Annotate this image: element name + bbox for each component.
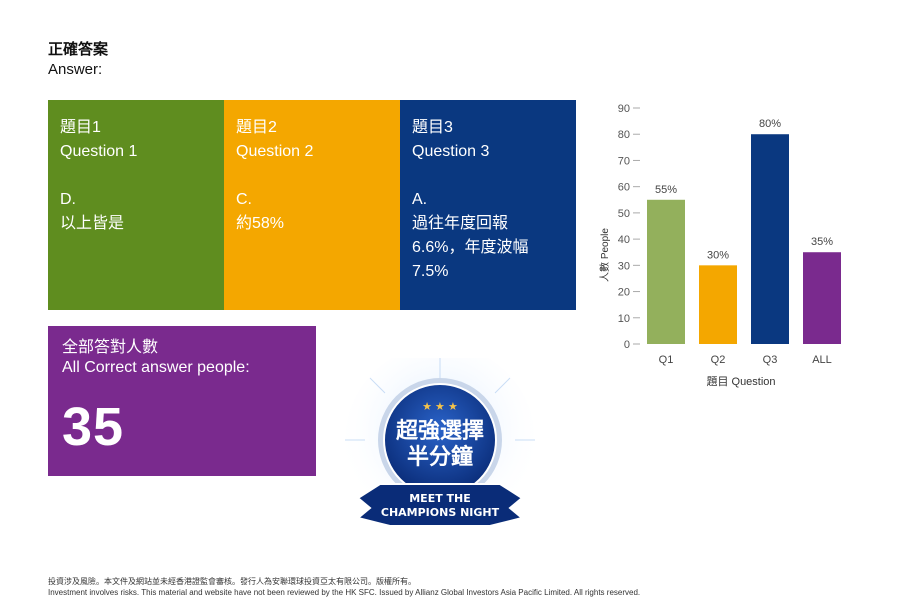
all-correct-label-zh: 全部答對人數 (62, 339, 159, 356)
question-2-answer-letter: C. (236, 191, 252, 208)
y-tick-label: 80 (618, 129, 630, 141)
y-tick-label: 90 (618, 103, 630, 115)
question-3-title-en: Question 3 (412, 143, 490, 160)
heading-zh: 正確答案 (48, 41, 109, 58)
answer-heading: 正確答案 Answer: (48, 40, 108, 80)
badge-ribbon-line-1: MEET THE (409, 492, 471, 505)
chart-y-axis: 0 10 20 30 40 50 60 70 80 90 (618, 103, 640, 351)
footer-en: Investment involves risks. This material… (48, 588, 641, 597)
question-2-card: 題目2 Question 2 C. 約58% (224, 100, 400, 310)
question-1-card: 題目1 Question 1 D. 以上皆是 (48, 100, 224, 310)
champions-night-badge: ★ ★ ★ 超強選擇 半分鐘 MEET THE CHAMPIONS NIGHT (345, 358, 535, 535)
x-tick-label: Q1 (659, 354, 674, 366)
bar-q1 (647, 199, 685, 344)
question-2-title-en: Question 2 (236, 143, 314, 160)
badge-ribbon (355, 483, 525, 527)
y-tick-label: 10 (618, 313, 630, 325)
chart-x-axis-label: 題目 Question (706, 375, 775, 388)
chart-y-axis-label: 人數 People (598, 228, 611, 282)
question-1-answer-text: 以上皆是 (60, 215, 125, 232)
y-tick-label: 50 (618, 208, 630, 220)
badge-ribbon-line-2: CHAMPIONS NIGHT (381, 506, 500, 519)
badge-stars-icon: ★ ★ ★ (422, 401, 458, 413)
chart-bars: 55% Q1 30% Q2 80% Q3 35% ALL (647, 118, 841, 366)
y-tick-label: 40 (618, 234, 630, 246)
badge-title-1: 超強選擇 (396, 418, 484, 444)
x-tick-label: Q3 (763, 354, 778, 366)
y-tick-label: 0 (624, 339, 630, 351)
question-2-title-zh: 題目2 (236, 119, 277, 136)
x-tick-label: ALL (812, 354, 832, 366)
bar-data-label: 80% (759, 118, 781, 130)
question-3-card: 題目3 Question 3 A. 過往年度回報 6.6%，年度波幅7.5% (400, 100, 576, 310)
y-tick-label: 70 (618, 155, 630, 167)
bar-q2 (699, 265, 737, 344)
question-2-answer-text: 約58% (236, 215, 285, 232)
heading-en: Answer: (48, 61, 103, 78)
footer-zh: 投資涉及風險。本文件及網站並未經香港證監會審核。發行人為安聯環球投資亞太有限公司… (48, 577, 416, 586)
badge-title-2: 半分鐘 (407, 444, 473, 470)
x-tick-label: Q2 (711, 354, 726, 366)
all-correct-card: 全部答對人數 All Correct answer people: 35 (48, 326, 316, 476)
y-tick-label: 60 (618, 182, 630, 194)
question-1-answer-letter: D. (60, 191, 76, 208)
question-3-answer-text-2: 6.6%，年度波幅7.5% (412, 239, 529, 280)
badge-rays (345, 358, 535, 441)
question-3-answer-text-1: 過往年度回報 (412, 215, 509, 232)
y-tick-label: 30 (618, 260, 630, 272)
bar-data-label: 30% (707, 249, 729, 261)
bar-all (803, 252, 841, 344)
all-correct-count: 35 (62, 397, 125, 457)
bar-data-label: 55% (655, 184, 677, 196)
question-1-title-zh: 題目1 (60, 119, 101, 136)
footer-disclaimer: 投資涉及風險。本文件及網站並未經香港證監會審核。發行人為安聯環球投資亞太有限公司… (48, 576, 640, 598)
question-1-title-en: Question 1 (60, 143, 138, 160)
results-bar-chart: 人數 People 題目 Question 0 10 20 30 40 50 60 70 80 9… (598, 103, 841, 388)
y-tick-label: 20 (618, 287, 630, 299)
all-correct-label-en: All Correct answer people: (62, 359, 250, 376)
question-3-title-zh: 題目3 (412, 119, 453, 136)
question-3-answer-letter: A. (412, 191, 428, 208)
bar-data-label: 35% (811, 236, 833, 248)
bar-q3 (751, 134, 789, 344)
